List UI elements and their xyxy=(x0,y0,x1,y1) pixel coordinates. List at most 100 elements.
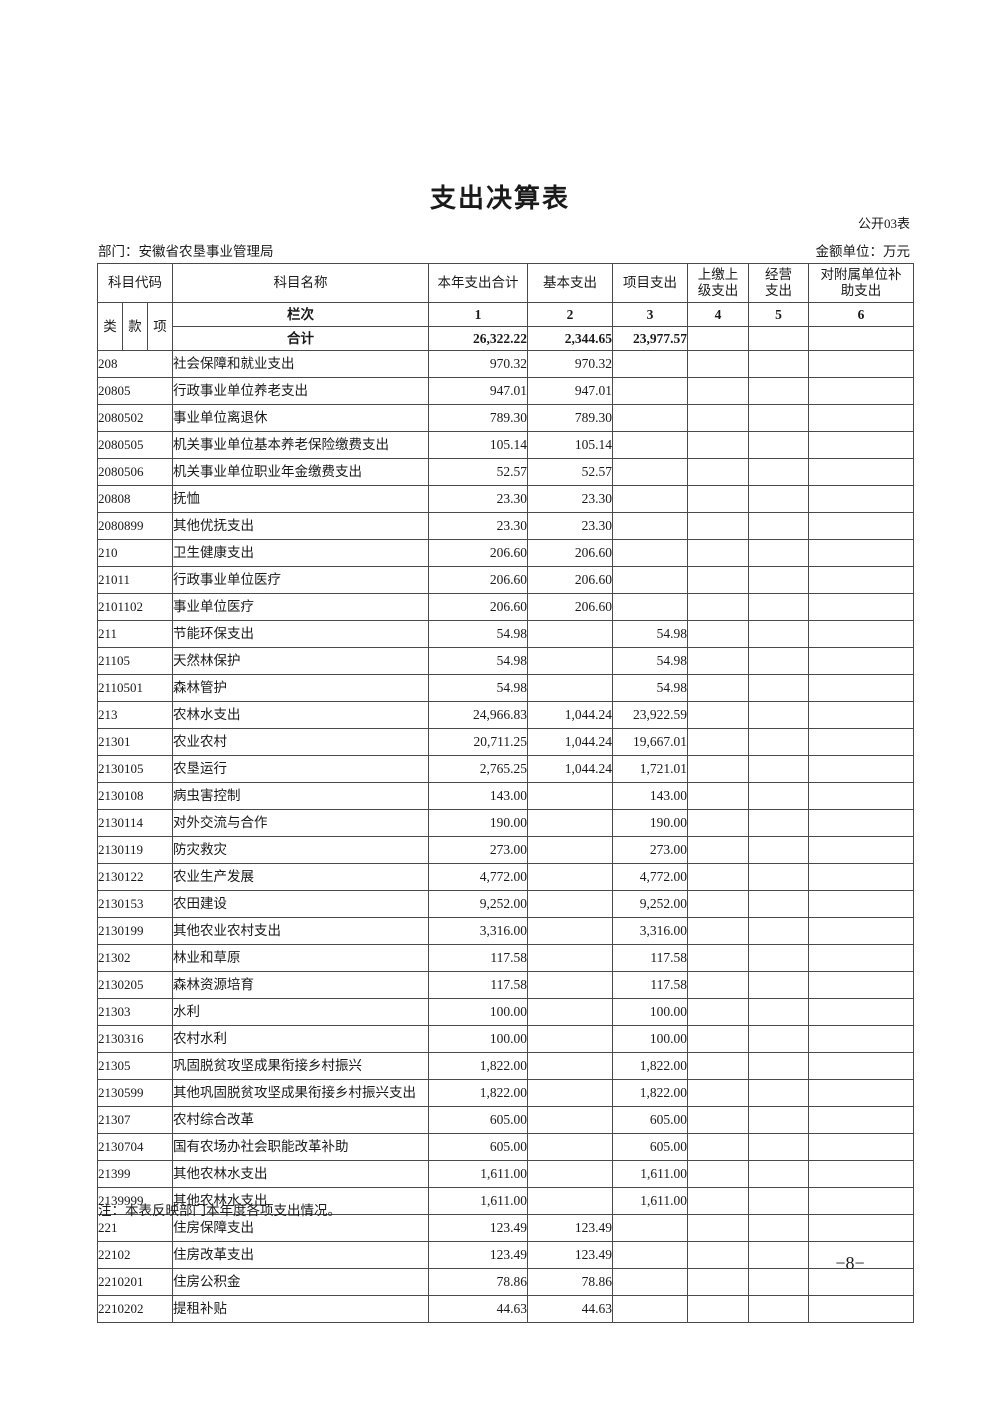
header-operating-line1: 经营 xyxy=(765,267,793,283)
table-body: 208 社会保障和就业支出 970.32 970.32 20805 行政事业单位养老支出 9… xyxy=(96,350,915,1323)
row-value-col6 xyxy=(808,1241,915,1269)
row-value-col4 xyxy=(687,566,750,594)
row-value-col2: 206.60 xyxy=(527,566,614,594)
header-lanci-3: 3 xyxy=(612,302,689,327)
row-value-col2 xyxy=(527,1187,614,1215)
table-row: 21305 巩固脱贫攻坚成果衔接乡村振兴 1,822.00 1,822.00 xyxy=(96,1052,915,1080)
row-subject-name: 天然林保护 xyxy=(172,647,430,675)
table-row: 2130205 森林资源培育 117.58 117.58 xyxy=(96,971,915,999)
row-subject-name: 农村水利 xyxy=(172,1025,430,1053)
row-value-col3: 1,611.00 xyxy=(612,1160,689,1188)
row-value-col4 xyxy=(687,890,750,918)
header-lanci-5: 5 xyxy=(748,302,810,327)
row-value-col6 xyxy=(808,539,915,567)
row-value-col6 xyxy=(808,755,915,783)
header-operating-expenditure: 经营 支出 xyxy=(748,263,810,303)
row-value-col6 xyxy=(808,512,915,540)
table-row: 2130122 农业生产发展 4,772.00 4,772.00 xyxy=(96,863,915,891)
row-subject-name: 卫生健康支出 xyxy=(172,539,430,567)
row-value-col2 xyxy=(527,917,614,945)
row-code: 2080506 xyxy=(96,458,174,486)
header-row-lanci: 类 款 项 栏次 1 2 3 4 5 6 xyxy=(97,302,915,351)
total-col5 xyxy=(748,326,810,351)
table-row: 21303 水利 100.00 100.00 xyxy=(96,998,915,1026)
row-value-col3 xyxy=(612,377,689,405)
row-value-col1: 789.30 xyxy=(428,404,529,432)
row-subject-name: 森林资源培育 xyxy=(172,971,430,999)
row-value-col4 xyxy=(687,1052,750,1080)
header-subsidiary-subsidy-expenditure: 对附属单位补 助支出 xyxy=(808,263,915,303)
row-code: 21399 xyxy=(96,1160,174,1188)
row-value-col1: 44.63 xyxy=(428,1295,529,1323)
row-value-col1: 100.00 xyxy=(428,998,529,1026)
table-row: 211 节能环保支出 54.98 54.98 xyxy=(96,620,915,648)
department-label: 部门：安徽省农垦事业管理局 xyxy=(98,244,274,259)
row-value-col2: 23.30 xyxy=(527,485,614,513)
row-value-col2 xyxy=(527,1079,614,1107)
row-value-col1: 273.00 xyxy=(428,836,529,864)
row-value-col4 xyxy=(687,971,750,999)
row-value-col4 xyxy=(687,863,750,891)
row-value-col5 xyxy=(748,728,810,756)
table-row: 2130153 农田建设 9,252.00 9,252.00 xyxy=(96,890,915,918)
row-code: 21305 xyxy=(96,1052,174,1080)
row-value-col5 xyxy=(748,674,810,702)
row-value-col5 xyxy=(748,1025,810,1053)
row-value-col1: 605.00 xyxy=(428,1133,529,1161)
row-value-col2: 1,044.24 xyxy=(527,701,614,729)
row-value-col6 xyxy=(808,782,915,810)
row-value-col6 xyxy=(808,350,915,378)
row-value-col5 xyxy=(748,647,810,675)
row-value-col5 xyxy=(748,458,810,486)
row-value-col5 xyxy=(748,404,810,432)
row-value-col4 xyxy=(687,809,750,837)
row-value-col3 xyxy=(612,350,689,378)
row-value-col4 xyxy=(687,1295,750,1323)
row-value-col2: 44.63 xyxy=(527,1295,614,1323)
row-value-col5 xyxy=(748,890,810,918)
row-subject-name: 农林水支出 xyxy=(172,701,430,729)
header-code-kuan: 款 xyxy=(122,302,148,351)
row-value-col4 xyxy=(687,728,750,756)
row-code: 21105 xyxy=(96,647,174,675)
row-value-col4 xyxy=(687,1133,750,1161)
row-value-col3 xyxy=(612,458,689,486)
row-value-col3: 1,822.00 xyxy=(612,1079,689,1107)
row-value-col4 xyxy=(687,998,750,1026)
table-row: 20808 抚恤 23.30 23.30 xyxy=(96,485,915,513)
row-value-col1: 117.58 xyxy=(428,971,529,999)
row-value-col6 xyxy=(808,971,915,999)
row-subject-name: 森林管护 xyxy=(172,674,430,702)
row-subject-name: 其他农林水支出 xyxy=(172,1160,430,1188)
row-value-col6 xyxy=(808,1187,915,1215)
row-subject-name: 病虫害控制 xyxy=(172,782,430,810)
row-subject-name: 行政事业单位养老支出 xyxy=(172,377,430,405)
row-value-col5 xyxy=(748,593,810,621)
row-value-col3: 1,611.00 xyxy=(612,1187,689,1215)
row-value-col3: 273.00 xyxy=(612,836,689,864)
table-head: 科目代码 科目名称 本年支出合计 基本支出 项目支出 上缴上 级支出 经营 支出… xyxy=(96,263,915,351)
table-row: 2110501 森林管护 54.98 54.98 xyxy=(96,674,915,702)
row-code: 2130199 xyxy=(96,917,174,945)
row-value-col4 xyxy=(687,458,750,486)
table-row: 2210201 住房公积金 78.86 78.86 xyxy=(96,1268,915,1296)
row-value-col1: 52.57 xyxy=(428,458,529,486)
row-value-col1: 54.98 xyxy=(428,620,529,648)
table-row: 208 社会保障和就业支出 970.32 970.32 xyxy=(96,350,915,378)
row-value-col5 xyxy=(748,971,810,999)
header-lanci-4: 4 xyxy=(687,302,750,327)
row-value-col2: 123.49 xyxy=(527,1214,614,1242)
row-value-col6 xyxy=(808,485,915,513)
row-value-col5 xyxy=(748,863,810,891)
row-value-col3 xyxy=(612,539,689,567)
total-row-label: 合计 xyxy=(172,326,430,351)
row-value-col4 xyxy=(687,1160,750,1188)
row-value-col3: 54.98 xyxy=(612,647,689,675)
row-value-col2 xyxy=(527,863,614,891)
row-code: 2130316 xyxy=(96,1025,174,1053)
row-subject-name: 其他农林水支出 xyxy=(172,1187,430,1215)
row-value-col1: 947.01 xyxy=(428,377,529,405)
table-row: 2130199 其他农业农村支出 3,316.00 3,316.00 xyxy=(96,917,915,945)
row-value-col5 xyxy=(748,539,810,567)
row-value-col1: 117.58 xyxy=(428,944,529,972)
